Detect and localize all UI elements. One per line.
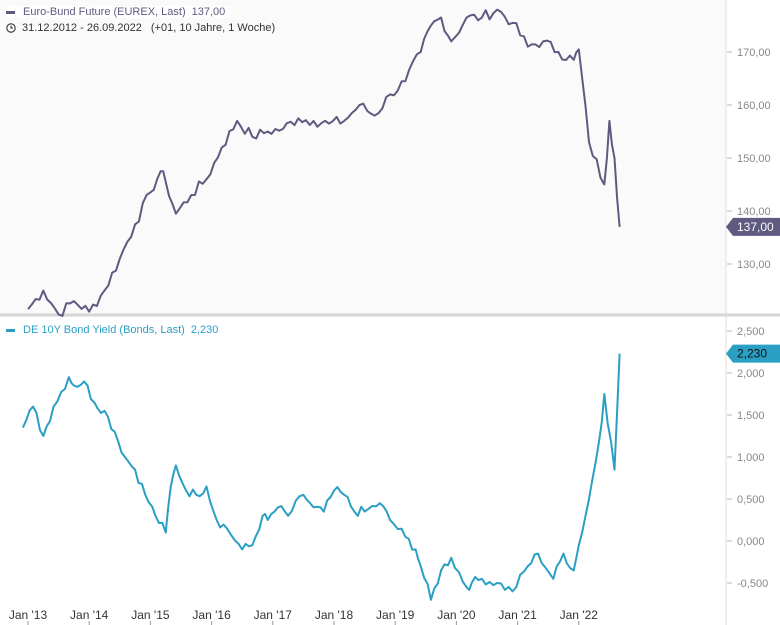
bund-series-line [27,8,621,317]
bund-y-tick-label: 150,00 [737,153,771,165]
yield-y-tick-label: 0,000 [737,536,765,548]
yield-legend: DE 10Y Bond Yield (Bonds, Last) 2,230 [6,324,218,336]
upper-panel-background [0,0,726,314]
bund-last-value-tag [726,217,780,236]
x-tick-label: Jan '19 [376,608,415,622]
x-tick-label: Jan '21 [498,608,537,622]
period-detail: (+01, 10 Jahre, 1 Woche) [150,22,276,34]
bund-y-tick-label: 130,00 [737,259,771,271]
bund-legend-swatch [6,10,15,14]
yield-y-tick-label: 0,500 [737,494,765,506]
yield-series-line [21,353,621,601]
bund-legend-value: 137,00 [191,6,226,18]
yield-legend-value: 2,230 [190,324,219,336]
yield-y-tick-label: 2,500 [737,326,765,338]
clock-icon [6,23,16,33]
bund-y-tick-label: 140,00 [737,206,771,218]
yield-last-value-tag [726,344,780,363]
period-range: 31.12.2012 - 26.09.2022 [22,22,142,34]
x-tick-label: Jan '20 [437,608,476,622]
bund-legend: Euro-Bund Future (EUREX, Last) 137,00 [6,6,232,18]
x-tick-label: Jan '18 [315,608,354,622]
yield-y-tick-label: 1,000 [737,452,765,464]
x-tick-label: Jan '13 [9,608,48,622]
yield-plot-area [21,353,621,601]
yield-legend-label: DE 10Y Bond Yield (Bonds, Last) [23,324,185,336]
bund-plot-area [27,8,621,317]
yield-legend-swatch [6,328,15,332]
period-info: 31.12.2012 - 26.09.2022 (+01, 10 Jahre, … [6,22,275,34]
yield-y-tick-label: -0,500 [737,578,768,590]
bund-y-tick-label: 170,00 [737,47,771,59]
x-tick-label: Jan '17 [254,608,293,622]
x-tick-label: Jan '15 [131,608,170,622]
bund-last-value-label: 137,00 [737,220,774,234]
bund-y-tick-label: 160,00 [737,100,771,112]
x-tick-label: Jan '16 [192,608,231,622]
x-tick-label: Jan '14 [70,608,109,622]
bund-legend-label: Euro-Bund Future (EUREX, Last) [23,6,186,18]
yield-y-tick-label: 1,500 [737,410,765,422]
yield-last-value-label: 2,230 [737,347,767,361]
yield-y-tick-label: 2,000 [737,368,765,380]
x-tick-label: Jan '22 [560,608,599,622]
axes: 130,00 140,00 150,00 160,00 170,00 137,00 -0,5… [9,47,780,625]
